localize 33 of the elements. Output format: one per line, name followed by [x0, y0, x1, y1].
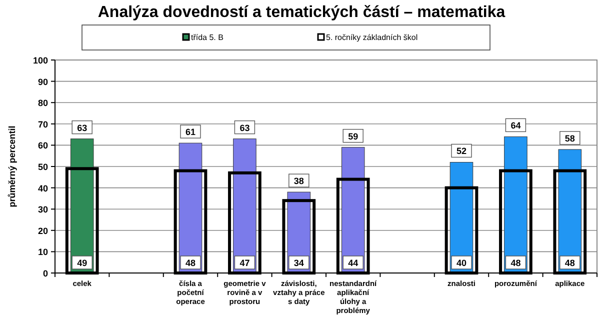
legend-label: 5. ročníky základních škol	[326, 33, 418, 42]
y-tick-label: 90	[38, 76, 48, 87]
data-label: 58	[564, 133, 575, 144]
y-tick-label: 0	[42, 268, 48, 278]
y-tick-label: 40	[38, 183, 48, 194]
y-axis-title: průměrný percentil	[7, 126, 17, 208]
data-label: 64	[510, 120, 521, 131]
legend-label: třída 5. B	[191, 33, 224, 42]
y-tick-label: 10	[38, 247, 48, 258]
data-label: 63	[240, 122, 250, 133]
bar	[70, 138, 94, 274]
data-label: 38	[294, 176, 304, 186]
y-tick-label: 20	[38, 226, 48, 236]
data-label: 40	[456, 258, 467, 268]
data-label: 63	[77, 122, 88, 133]
data-label: 47	[240, 258, 250, 268]
data-label: 44	[348, 258, 358, 268]
y-tick-label: 80	[38, 98, 48, 108]
data-label: 59	[348, 131, 358, 142]
data-label: 48	[510, 258, 521, 268]
bar	[178, 142, 202, 274]
y-tick-label: 50	[38, 162, 48, 172]
data-label: 34	[294, 258, 304, 268]
data-label: 48	[185, 258, 196, 268]
y-tick-label: 70	[38, 119, 48, 130]
chart-title: Analýza dovedností a tematických částí – matematika	[98, 4, 506, 21]
data-label: 48	[564, 258, 575, 268]
data-label: 52	[456, 146, 467, 156]
y-tick-label: 100	[32, 56, 48, 66]
y-tick-label: 30	[38, 204, 48, 215]
data-label: 61	[185, 127, 196, 138]
y-tick-label: 60	[38, 140, 48, 151]
data-label: 49	[77, 258, 88, 268]
